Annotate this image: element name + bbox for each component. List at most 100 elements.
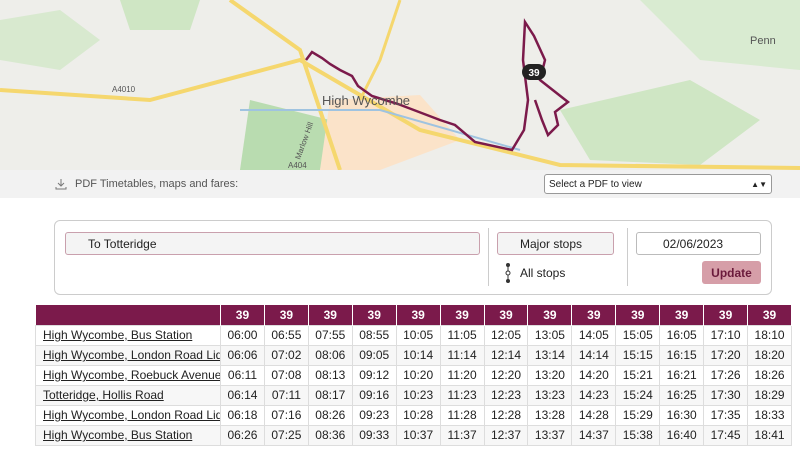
departure-time: 09:16 bbox=[351, 384, 397, 406]
route-number: 39 bbox=[484, 305, 529, 325]
departure-time: 10:28 bbox=[395, 404, 441, 426]
stop-name[interactable]: High Wycombe, London Road Lidl bbox=[35, 404, 221, 426]
departure-time: 06:55 bbox=[263, 324, 309, 346]
departure-time: 08:55 bbox=[351, 324, 397, 346]
departure-time: 15:24 bbox=[615, 384, 661, 406]
stop-name[interactable]: High Wycombe, London Road Lidl bbox=[35, 344, 221, 366]
pdf-select[interactable]: Select a PDF to view ▲▼ bbox=[544, 174, 772, 194]
departure-time: 10:37 bbox=[395, 424, 441, 446]
date-text: 02/06/2023 bbox=[663, 236, 724, 251]
header-row: 39 39 39 39 39 39 39 39 39 39 39 39 39 bbox=[35, 305, 792, 325]
departure-time: 14:28 bbox=[571, 404, 617, 426]
all-stops-icon bbox=[505, 263, 511, 283]
departure-time: 09:12 bbox=[351, 364, 397, 386]
departure-time: 13:20 bbox=[527, 364, 573, 386]
departure-time: 13:23 bbox=[527, 384, 573, 406]
departure-time: 09:05 bbox=[351, 344, 397, 366]
timetable-row: High Wycombe, London Road Lidl 06:18 07:16… bbox=[35, 404, 792, 426]
timetable-row: High Wycombe, Bus Station 06:26 07:25 08:36… bbox=[35, 424, 792, 446]
departure-time: 14:14 bbox=[571, 344, 617, 366]
departure-time: 17:10 bbox=[703, 324, 749, 346]
departure-time: 11:23 bbox=[439, 384, 485, 406]
departure-time: 17:26 bbox=[703, 364, 749, 386]
route-number: 39 bbox=[440, 305, 485, 325]
departure-time: 11:14 bbox=[439, 344, 485, 366]
divider bbox=[488, 228, 489, 286]
departure-time: 06:00 bbox=[220, 324, 265, 346]
departure-time: 10:23 bbox=[395, 384, 441, 406]
departure-time: 12:28 bbox=[483, 404, 529, 426]
major-stops-text: Major stops bbox=[520, 236, 583, 251]
departure-time: 16:40 bbox=[659, 424, 705, 446]
departure-time: 12:23 bbox=[483, 384, 529, 406]
departure-time: 07:55 bbox=[307, 324, 353, 346]
pdf-label: PDF Timetables, maps and fares: bbox=[75, 178, 239, 190]
route-number: 39 bbox=[703, 305, 749, 325]
departure-time: 16:05 bbox=[659, 324, 705, 346]
timetable-row: High Wycombe, London Road Lidl 06:06 07:02… bbox=[35, 344, 792, 366]
departure-time: 15:05 bbox=[615, 324, 661, 346]
route-number: 39 bbox=[396, 305, 441, 325]
all-stops-button[interactable]: All stops bbox=[520, 266, 566, 280]
departure-time: 12:37 bbox=[483, 424, 529, 446]
map-label: A404 bbox=[288, 161, 307, 170]
departure-time: 14:37 bbox=[571, 424, 617, 446]
download-icon bbox=[55, 179, 67, 190]
departure-time: 08:36 bbox=[307, 424, 353, 446]
departure-time: 17:45 bbox=[703, 424, 749, 446]
timetable-row: High Wycombe, Bus Station 06:00 06:55 07:55… bbox=[35, 324, 792, 346]
departure-time: 11:37 bbox=[439, 424, 485, 446]
stop-name[interactable]: Totteridge, Hollis Road bbox=[35, 384, 221, 406]
major-stops-button[interactable]: Major stops bbox=[497, 232, 614, 255]
departure-time: 14:05 bbox=[571, 324, 617, 346]
departure-time: 07:16 bbox=[263, 404, 309, 426]
departure-time: 17:35 bbox=[703, 404, 749, 426]
departure-time: 09:23 bbox=[351, 404, 397, 426]
departure-time: 11:05 bbox=[439, 324, 485, 346]
departure-time: 14:20 bbox=[571, 364, 617, 386]
departure-time: 18:41 bbox=[747, 424, 792, 446]
route-badge: 39 bbox=[528, 68, 540, 79]
departure-time: 13:14 bbox=[527, 344, 573, 366]
map-label: A4010 bbox=[112, 85, 136, 94]
departure-time: 10:20 bbox=[395, 364, 441, 386]
route-number: 39 bbox=[264, 305, 309, 325]
departure-time: 06:14 bbox=[220, 384, 265, 406]
departure-time: 17:30 bbox=[703, 384, 749, 406]
stop-name[interactable]: High Wycombe, Bus Station bbox=[35, 324, 221, 346]
departure-time: 10:05 bbox=[395, 324, 441, 346]
departure-time: 08:26 bbox=[307, 404, 353, 426]
map[interactable]: 39 Penn High Wycombe A4010 A404 Marlow H… bbox=[0, 0, 800, 170]
departure-time: 07:11 bbox=[263, 384, 309, 406]
filter-panel bbox=[54, 220, 772, 295]
departure-time: 16:21 bbox=[659, 364, 705, 386]
divider bbox=[627, 228, 628, 286]
departure-time: 18:33 bbox=[747, 404, 792, 426]
departure-time: 09:33 bbox=[351, 424, 397, 446]
map-label: High Wycombe bbox=[322, 93, 410, 108]
route-number: 39 bbox=[747, 305, 792, 325]
departure-time: 16:25 bbox=[659, 384, 705, 406]
route-number: 39 bbox=[308, 305, 353, 325]
departure-time: 07:02 bbox=[263, 344, 309, 366]
date-input[interactable]: 02/06/2023 bbox=[636, 232, 761, 255]
departure-time: 08:13 bbox=[307, 364, 353, 386]
departure-time: 12:20 bbox=[483, 364, 529, 386]
departure-time: 12:05 bbox=[483, 324, 529, 346]
departure-time: 08:06 bbox=[307, 344, 353, 366]
select-text: Select a PDF to view bbox=[549, 178, 642, 190]
departure-time: 08:17 bbox=[307, 384, 353, 406]
stop-name[interactable]: High Wycombe, Roebuck Avenue bbox=[35, 364, 221, 386]
timetable-row: High Wycombe, Roebuck Avenue 06:11 07:08 08… bbox=[35, 364, 792, 386]
departure-time: 06:26 bbox=[220, 424, 265, 446]
departure-time: 13:37 bbox=[527, 424, 573, 446]
departure-time: 06:11 bbox=[220, 364, 265, 386]
route-number: 39 bbox=[352, 305, 397, 325]
route-number: 39 bbox=[571, 305, 617, 325]
departure-time: 11:20 bbox=[439, 364, 485, 386]
departure-time: 18:10 bbox=[747, 324, 792, 346]
header-cell bbox=[35, 305, 221, 325]
stop-name[interactable]: High Wycombe, Bus Station bbox=[35, 424, 221, 446]
direction-select[interactable]: To Totteridge bbox=[65, 232, 480, 255]
update-button[interactable]: Update bbox=[702, 261, 761, 284]
